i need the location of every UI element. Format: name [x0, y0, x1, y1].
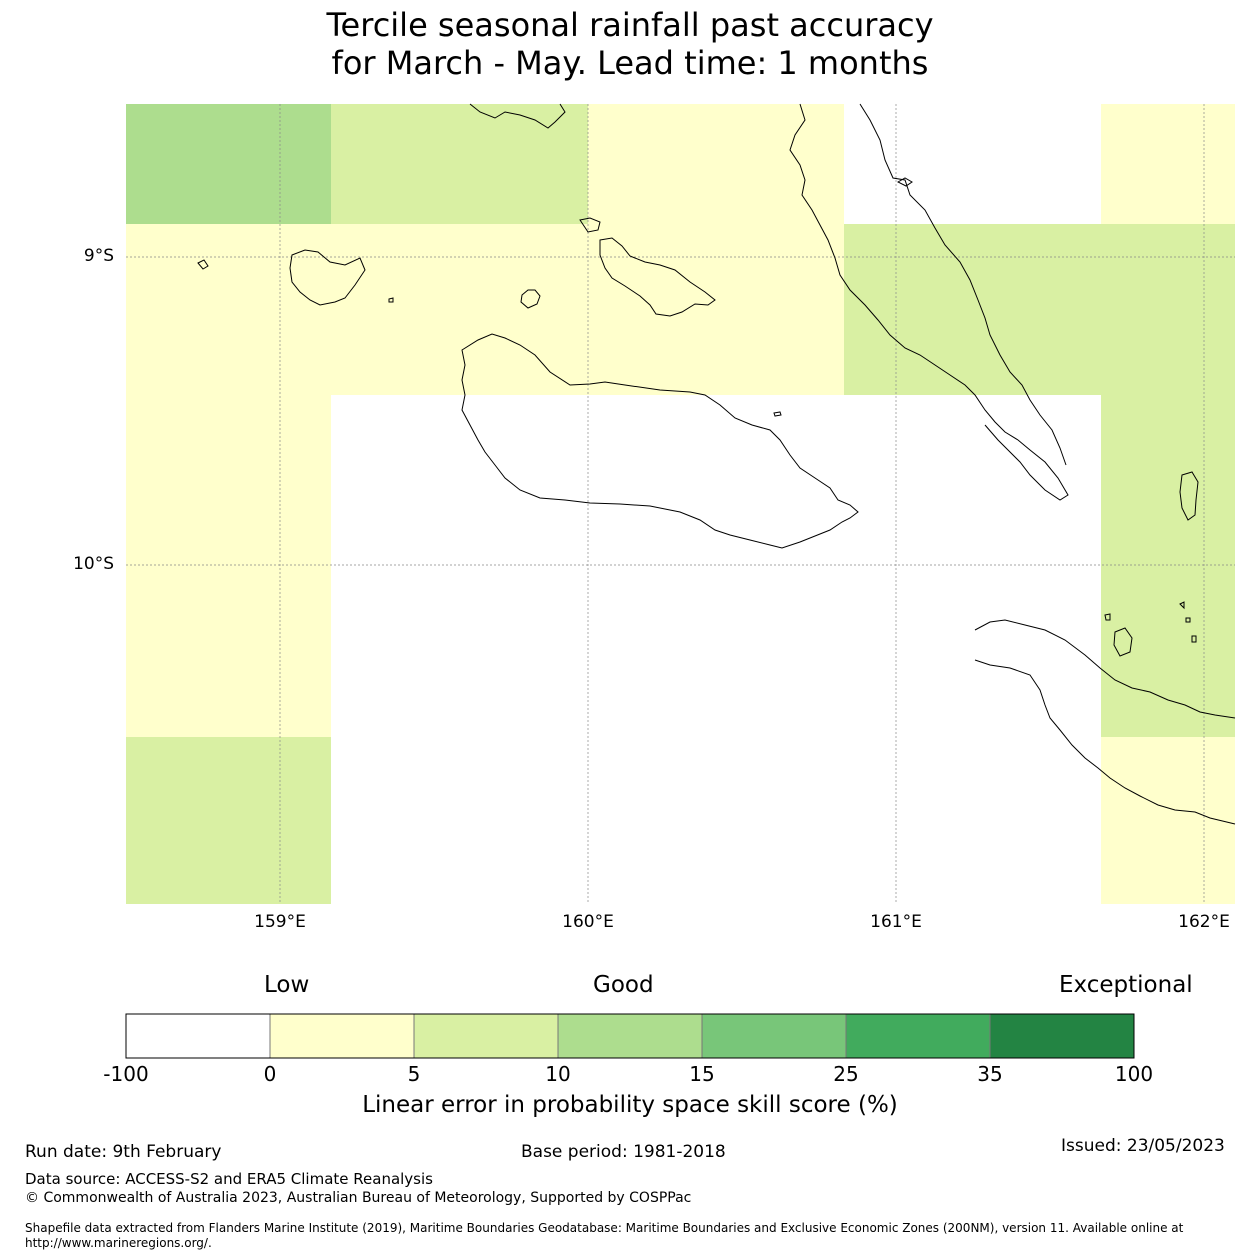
coastline-islet	[1179, 601, 1185, 610]
coastlines	[197, 103, 1236, 825]
issued-date: Issued: 23/05/2023	[1061, 1136, 1225, 1156]
colorbar-tick: 10	[545, 1062, 571, 1086]
data-source: Data source: ACCESS-S2 and ERA5 Climate …	[25, 1170, 433, 1188]
coastline-guadalcanal	[461, 333, 859, 549]
colorbar-swatch	[846, 1014, 990, 1058]
grid-cell	[126, 104, 331, 224]
lon-label-159e: 159°E	[254, 912, 306, 932]
grid-cell	[588, 104, 844, 224]
colorbar-tick: 25	[833, 1062, 859, 1086]
colorbar-swatch	[270, 1014, 414, 1058]
coastline-malaita-east	[859, 103, 1067, 466]
coastline-islet	[520, 289, 541, 309]
colorbar-swatch	[702, 1014, 846, 1058]
run-date: Run date: 9th February	[25, 1142, 222, 1162]
colorbar-swatch	[126, 1014, 270, 1058]
chart-title: Tercile seasonal rainfall past accuracy …	[0, 6, 1260, 82]
colorbar-tick: 0	[263, 1062, 277, 1086]
coastline-islet	[197, 259, 209, 270]
colorbar-graphic	[125, 1013, 1135, 1059]
grid-cell	[1101, 104, 1235, 224]
grid-cell	[844, 224, 1235, 395]
score-grid	[126, 104, 1235, 904]
colorbar-swatch	[414, 1014, 558, 1058]
colorbar-swatch	[558, 1014, 702, 1058]
coastline-islet	[579, 217, 601, 233]
grid-cell	[126, 224, 844, 395]
colorbar-tick: 5	[407, 1062, 421, 1086]
colorbar-frame	[125, 1013, 1135, 1059]
coastline-malaita	[789, 103, 1069, 501]
coastline-islet	[388, 297, 394, 303]
coastline-nggela	[469, 103, 566, 129]
coastline-islet	[1191, 635, 1197, 643]
colorbar-tick: 100	[1114, 1062, 1154, 1086]
colorbar-title: Linear error in probability space skill …	[362, 1092, 898, 1118]
coastline-makira-south	[974, 659, 1236, 825]
colorbar-tick: 35	[977, 1062, 1003, 1086]
lon-label-161e: 161°E	[870, 912, 922, 932]
grid-cell	[126, 395, 331, 737]
copyright: © Commonwealth of Australia 2023, Austra…	[25, 1190, 692, 1206]
colorbar-swatch	[990, 1014, 1134, 1058]
grid-cell	[1101, 737, 1235, 904]
shapefile-credit: Shapefile data extracted from Flanders M…	[25, 1221, 1184, 1250]
coastline-islet	[1104, 613, 1111, 621]
category-exceptional: Exceptional	[1059, 972, 1193, 998]
category-low: Low	[264, 972, 310, 998]
title-line-1: Tercile seasonal rainfall past accuracy	[326, 6, 934, 44]
lon-label-160e: 160°E	[562, 912, 614, 932]
coastline-islet	[1185, 617, 1191, 623]
lat-label-10s: 10°S	[73, 554, 114, 574]
grid-cell	[126, 737, 331, 904]
title-line-2: for March - May. Lead time: 1 months	[331, 44, 929, 82]
base-period: Base period: 1981-2018	[521, 1142, 726, 1162]
coastline-islet	[896, 177, 913, 187]
category-good: Good	[593, 972, 654, 998]
coastline-islet	[773, 411, 782, 417]
coastline-russell	[289, 249, 366, 306]
grid-cell	[1101, 395, 1235, 737]
coastline-makira	[974, 619, 1236, 719]
gridlines	[126, 104, 1235, 904]
lat-label-9s: 9°S	[83, 246, 114, 266]
colorbar-tick: -100	[103, 1062, 149, 1086]
grid-cell	[331, 104, 588, 224]
coastline-florida	[599, 237, 716, 317]
coastline-islet	[1113, 627, 1133, 657]
lon-label-162e: 162°E	[1178, 912, 1230, 932]
colorbar-tick: 15	[689, 1062, 715, 1086]
coastline-ulawa	[1179, 471, 1199, 521]
